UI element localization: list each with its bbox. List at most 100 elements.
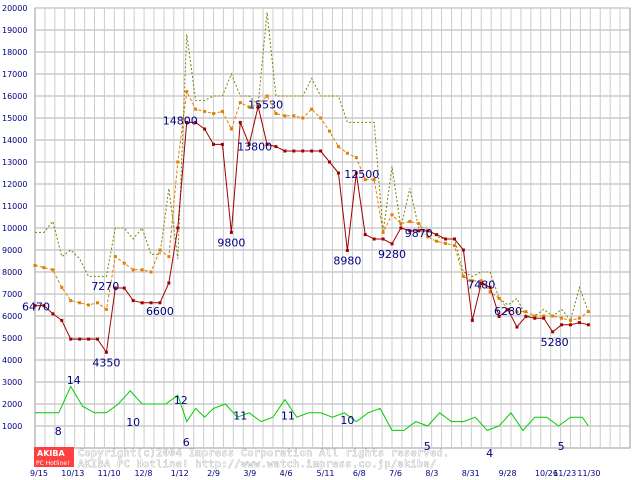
akiba-logo-top: AKIBA [37,449,65,458]
y-axis-ticks: 1000 2000 3000 4000 5000 6000 7000 8000 9000 1000… [2,4,27,431]
data-point-1 [265,94,269,98]
count-label: 11 [233,409,247,422]
count-label: 10 [340,414,354,427]
data-point-1 [87,303,91,307]
count-label: 11 [281,409,295,422]
data-point-1 [444,241,448,245]
data-point-2 [113,286,117,290]
count-label: 5 [558,440,565,453]
data-point-1 [51,268,55,272]
data-point-2 [292,149,296,153]
data-label: 9870 [405,227,433,240]
data-point-2 [506,308,510,312]
count-label: 6 [183,436,190,449]
data-point-2 [426,229,430,233]
data-label: 6280 [494,305,522,318]
data-label: 15530 [248,98,283,111]
data-point-2 [78,337,82,341]
data-point-1 [42,266,46,270]
data-point-2 [328,160,332,164]
data-point-2 [131,299,135,303]
data-point-2 [87,337,91,341]
x-tick-label: 9/28 [499,469,517,478]
data-point-2 [158,301,162,305]
copyright-line-1: Copyright(c)2004 Impress Corporation All… [78,448,450,459]
data-point-1 [69,299,73,303]
x-tick-label: 11/30 [577,469,600,478]
data-point-2 [176,226,180,230]
data-point-2 [560,323,564,327]
data-point-2 [265,142,269,146]
data-point-2 [149,301,153,305]
x-tick-label: 4/6 [280,469,293,478]
data-point-1 [310,107,314,111]
data-point-1 [479,279,483,283]
data-point-1 [435,239,439,243]
data-point-2 [256,104,260,108]
data-point-1 [283,114,287,118]
x-tick-label: 12/8 [134,469,152,478]
data-point-1 [122,261,126,265]
data-point-2 [533,316,537,320]
data-point-1 [328,129,332,133]
data-point-2 [515,325,519,329]
x-tick-label: 10/26 [535,469,558,478]
x-tick-label: 8/3 [425,469,438,478]
count-label: 12 [174,394,188,407]
data-point-2 [42,304,46,308]
data-labels: 6470 4350 7270 6600 14800 9800 13800 15530 8980 1… [22,98,569,369]
data-label: 6470 [22,301,50,314]
data-point-2 [497,314,501,318]
data-point-2 [372,237,376,241]
x-tick-label: 7/6 [389,469,402,478]
data-point-1 [220,109,224,113]
x-tick-label: 10/13 [61,469,84,478]
data-point-1 [113,255,117,259]
data-label: 12500 [344,168,379,181]
data-point-2 [185,120,189,124]
data-point-1 [149,270,153,274]
data-point-1 [372,178,376,182]
data-point-2 [194,120,198,124]
data-point-2 [435,233,439,237]
data-point-2 [479,281,483,285]
data-point-2 [408,229,412,233]
x-tick-label: 5/11 [317,469,335,478]
data-point-2 [140,301,144,305]
data-point-1 [363,178,367,182]
data-point-2 [60,318,64,322]
y-tick-label: 15000 [2,114,27,123]
data-point-2 [524,314,528,318]
data-point-1 [176,160,180,164]
data-point-2 [417,229,421,233]
x-tick-label: 1/12 [171,469,189,478]
data-point-2 [203,127,207,131]
x-tick-label: 9/15 [30,469,48,478]
y-tick-label: 11000 [2,202,27,211]
grid-lines [34,7,631,449]
data-point-1 [542,314,546,318]
data-point-2 [247,142,251,146]
data-point-1 [33,263,37,267]
data-point-1 [452,244,456,248]
data-point-1 [470,279,474,283]
data-label: 6600 [146,305,174,318]
data-point-2 [51,312,55,316]
y-tick-label: 7000 [2,290,22,299]
y-tick-label: 18000 [2,48,27,57]
data-point-1 [212,112,215,116]
data-point-2 [319,149,323,153]
data-point-2 [444,237,448,241]
y-tick-label: 5000 [2,334,22,343]
copyright-watermark: AKIBA PC Hotline! Copyright(c)2004 Impre… [34,447,450,470]
x-tick-label: 11/10 [98,469,121,478]
data-point-2 [390,242,394,246]
data-point-1 [461,274,465,278]
data-point-2 [336,171,340,175]
data-point-1 [497,296,501,300]
x-tick-label: 11/23 [553,469,576,478]
count-labels: 8 14 10 12 6 11 11 10 5 4 5 [55,374,565,460]
data-label: 9800 [217,236,245,249]
data-point-1 [301,116,305,120]
